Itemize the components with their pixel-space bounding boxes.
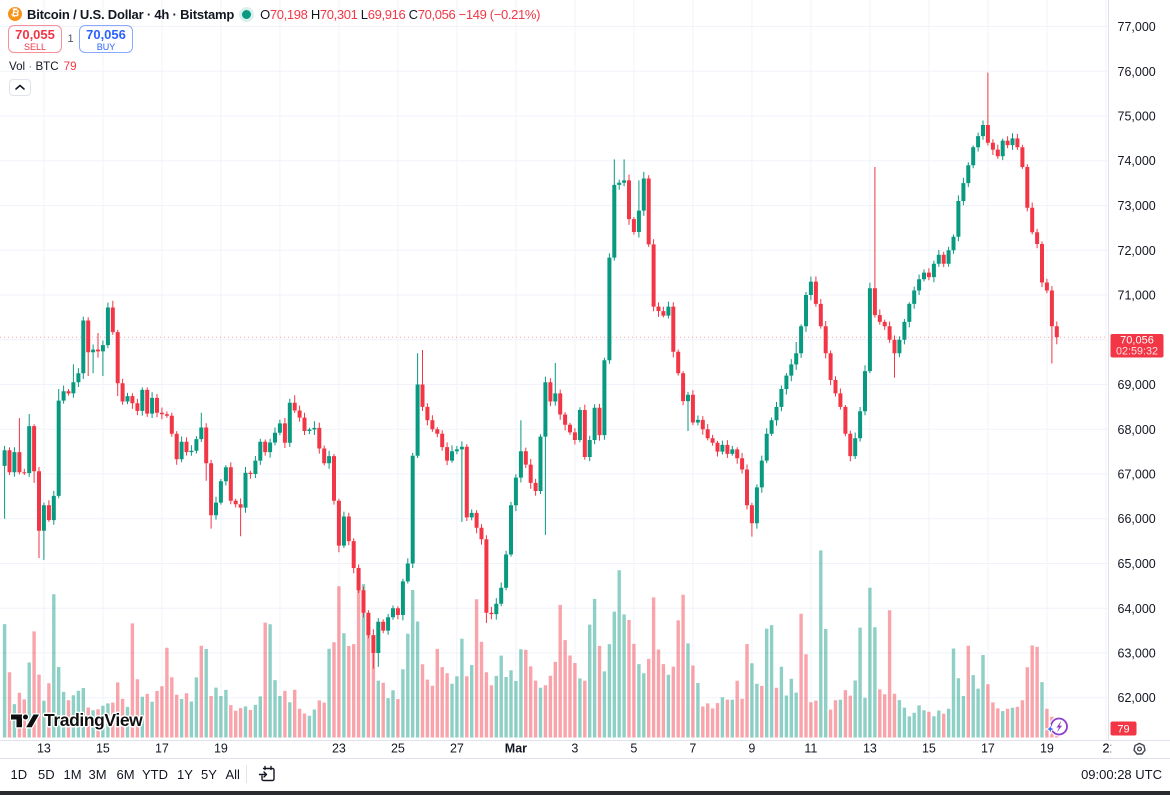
svg-text:02:59:32: 02:59:32: [1116, 346, 1158, 358]
svg-text:69,000: 69,000: [1118, 378, 1156, 392]
svg-text:13: 13: [863, 742, 877, 756]
svg-text:Mar: Mar: [505, 742, 527, 756]
svg-text:19: 19: [214, 742, 228, 756]
svg-text:71,000: 71,000: [1118, 289, 1156, 303]
svg-text:64,000: 64,000: [1118, 602, 1156, 616]
svg-text:11: 11: [804, 742, 817, 756]
svg-text:9: 9: [748, 742, 755, 756]
svg-text:15: 15: [922, 742, 936, 756]
svg-text:75,000: 75,000: [1118, 110, 1156, 124]
svg-text:77,000: 77,000: [1118, 20, 1156, 34]
svg-text:72,000: 72,000: [1118, 244, 1156, 258]
svg-text:66,000: 66,000: [1118, 512, 1156, 526]
svg-text:19: 19: [1040, 742, 1054, 756]
svg-text:68,000: 68,000: [1118, 423, 1156, 437]
svg-text:73,000: 73,000: [1118, 199, 1156, 213]
svg-text:25: 25: [391, 742, 405, 756]
svg-text:70,056: 70,056: [1120, 335, 1154, 347]
svg-text:63,000: 63,000: [1118, 647, 1156, 661]
svg-text:74,000: 74,000: [1118, 154, 1156, 168]
svg-text:76,000: 76,000: [1118, 65, 1156, 79]
svg-text:17: 17: [981, 742, 995, 756]
svg-text:23: 23: [332, 742, 346, 756]
svg-text:7: 7: [689, 742, 696, 756]
svg-text:3: 3: [571, 742, 578, 756]
svg-text:13: 13: [37, 742, 51, 756]
svg-text:67,000: 67,000: [1118, 468, 1156, 482]
svg-text:17: 17: [155, 742, 169, 756]
svg-text:27: 27: [450, 742, 464, 756]
svg-text:79: 79: [1117, 724, 1129, 736]
svg-text:15: 15: [96, 742, 110, 756]
svg-text:65,000: 65,000: [1118, 557, 1156, 571]
svg-text:62,000: 62,000: [1118, 691, 1156, 705]
svg-text:5: 5: [630, 742, 637, 756]
